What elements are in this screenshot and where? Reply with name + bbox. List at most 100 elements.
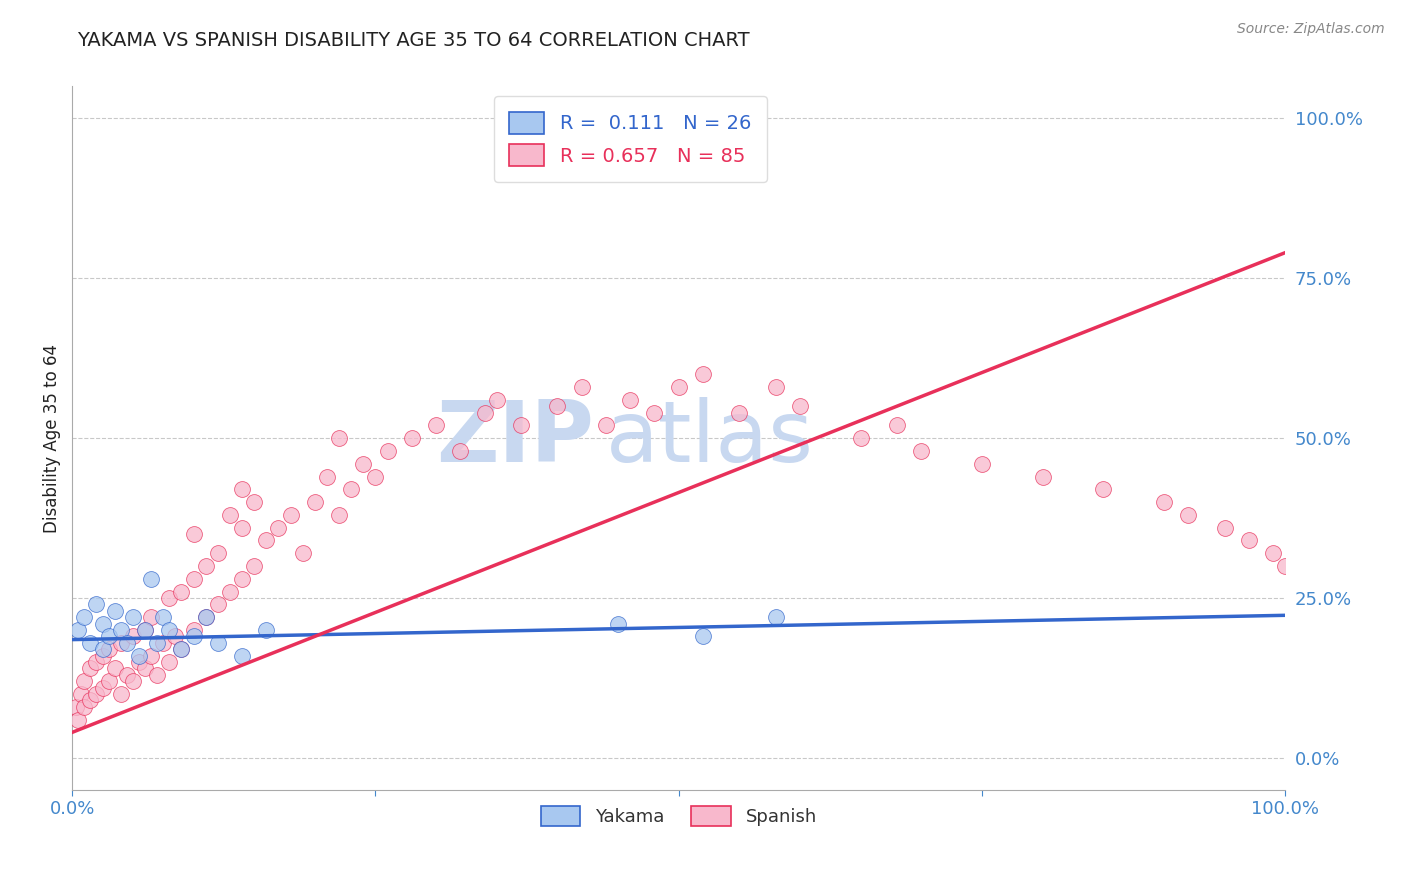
Point: [73, 699, 96, 714]
Point: [97, 629, 120, 643]
Point: [765, 610, 787, 624]
Point: [619, 392, 641, 407]
Point: [607, 616, 630, 631]
Point: [304, 495, 326, 509]
Text: Source: ZipAtlas.com: Source: ZipAtlas.com: [1237, 22, 1385, 37]
Point: [86, 655, 108, 669]
Point: [152, 636, 174, 650]
Point: [104, 661, 127, 675]
Point: [546, 399, 568, 413]
Y-axis label: Disability Age 35 to 64: Disability Age 35 to 64: [44, 343, 60, 533]
Point: [1237, 533, 1260, 548]
Point: [157, 623, 180, 637]
Point: [254, 623, 277, 637]
Point: [122, 629, 145, 643]
Point: [1092, 483, 1115, 497]
Point: [65, 699, 87, 714]
Point: [910, 444, 932, 458]
Point: [194, 610, 217, 624]
Point: [316, 469, 339, 483]
Point: [692, 367, 714, 381]
Point: [139, 572, 162, 586]
Point: [73, 610, 96, 624]
Point: [91, 648, 114, 663]
Point: [73, 674, 96, 689]
Point: [183, 623, 205, 637]
Point: [207, 546, 229, 560]
Point: [692, 629, 714, 643]
Point: [243, 559, 266, 574]
Point: [364, 469, 387, 483]
Point: [146, 636, 169, 650]
Point: [139, 648, 162, 663]
Point: [1032, 469, 1054, 483]
Point: [97, 642, 120, 657]
Text: ZIP: ZIP: [436, 397, 593, 480]
Point: [67, 623, 90, 637]
Point: [1153, 495, 1175, 509]
Point: [97, 674, 120, 689]
Point: [69, 687, 91, 701]
Point: [485, 392, 508, 407]
Point: [1261, 546, 1284, 560]
Point: [970, 457, 993, 471]
Point: [595, 418, 617, 433]
Point: [79, 636, 101, 650]
Point: [183, 572, 205, 586]
Point: [86, 598, 108, 612]
Point: [231, 521, 253, 535]
Point: [571, 380, 593, 394]
Point: [183, 629, 205, 643]
Point: [79, 661, 101, 675]
Point: [1213, 521, 1236, 535]
Point: [170, 642, 193, 657]
Point: [789, 399, 811, 413]
Point: [1274, 559, 1296, 574]
Point: [401, 431, 423, 445]
Point: [110, 636, 132, 650]
Point: [157, 591, 180, 605]
Point: [122, 674, 145, 689]
Point: [668, 380, 690, 394]
Point: [115, 636, 138, 650]
Point: [425, 418, 447, 433]
Point: [165, 629, 187, 643]
Point: [231, 572, 253, 586]
Point: [110, 623, 132, 637]
Point: [328, 431, 350, 445]
Point: [328, 508, 350, 522]
Point: [231, 483, 253, 497]
Point: [377, 444, 399, 458]
Point: [643, 406, 665, 420]
Point: [231, 648, 253, 663]
Point: [474, 406, 496, 420]
Point: [128, 655, 150, 669]
Point: [510, 418, 533, 433]
Point: [128, 648, 150, 663]
Text: YAKAMA VS SPANISH DISABILITY AGE 35 TO 64 CORRELATION CHART: YAKAMA VS SPANISH DISABILITY AGE 35 TO 6…: [77, 31, 749, 50]
Point: [207, 598, 229, 612]
Point: [152, 610, 174, 624]
Point: [170, 584, 193, 599]
Point: [243, 495, 266, 509]
Point: [849, 431, 872, 445]
Point: [207, 636, 229, 650]
Point: [194, 610, 217, 624]
Point: [79, 693, 101, 707]
Point: [134, 661, 156, 675]
Point: [194, 559, 217, 574]
Text: atlas: atlas: [606, 397, 814, 480]
Point: [91, 616, 114, 631]
Point: [219, 508, 242, 522]
Point: [219, 584, 242, 599]
Point: [122, 610, 145, 624]
Point: [110, 687, 132, 701]
Point: [91, 681, 114, 695]
Point: [134, 623, 156, 637]
Point: [352, 457, 374, 471]
Point: [280, 508, 302, 522]
Point: [86, 687, 108, 701]
Point: [170, 642, 193, 657]
Point: [67, 713, 90, 727]
Point: [104, 604, 127, 618]
